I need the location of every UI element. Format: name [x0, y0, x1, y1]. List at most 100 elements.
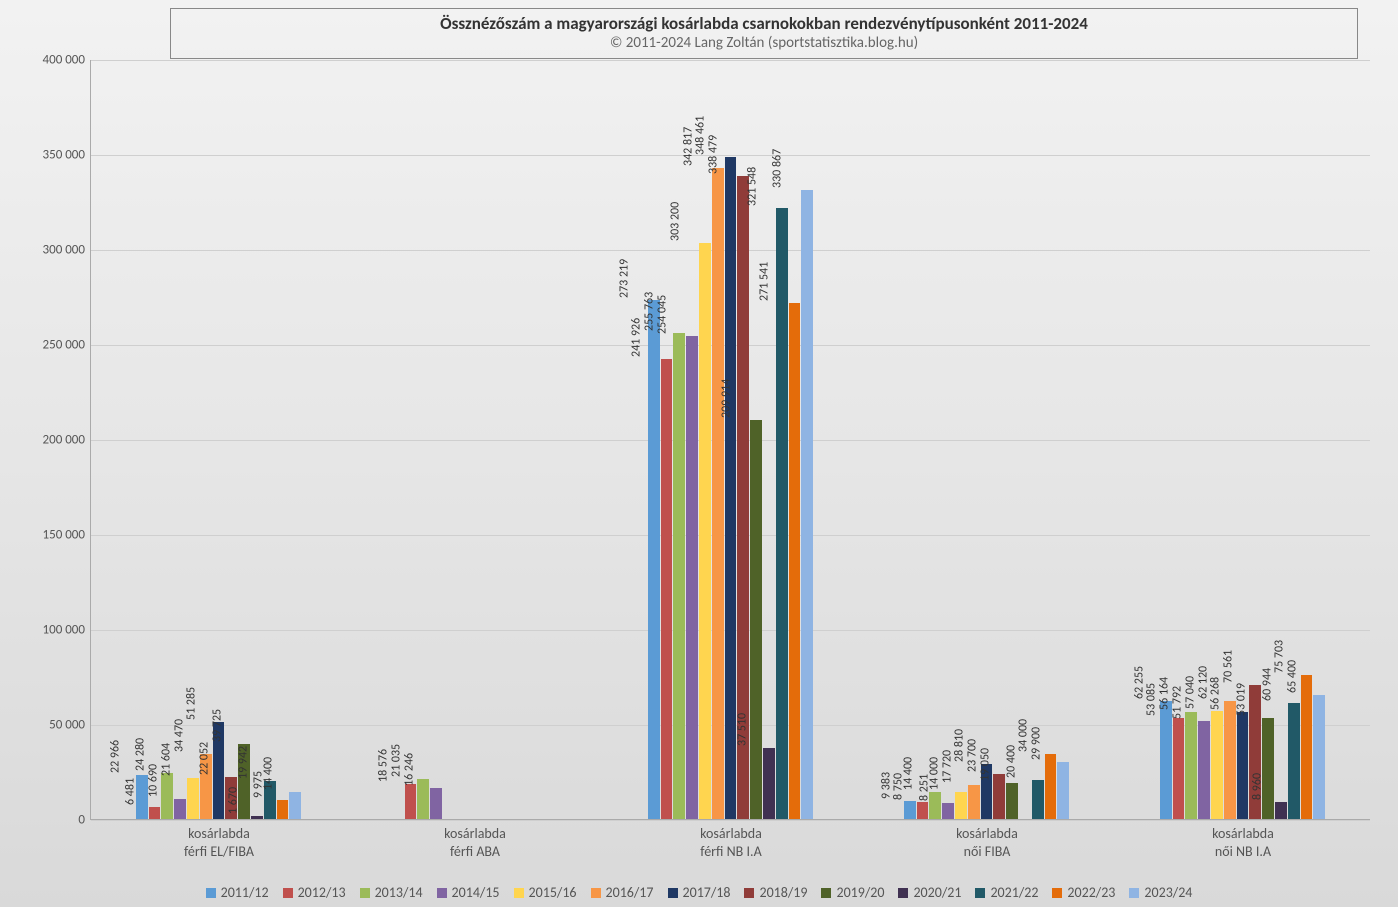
legend-swatch [898, 888, 908, 898]
bar: 21 604 [187, 778, 199, 819]
y-tick-label: 100 000 [43, 623, 91, 638]
bar: 9 975 [277, 800, 289, 819]
bar: 271 541 [789, 303, 801, 819]
bar: 21 035 [417, 779, 429, 819]
category-label: kosárlabda női FIBA [859, 819, 1115, 860]
bar: 75 703 [1301, 675, 1313, 819]
bar-value-label: 321 548 [745, 167, 761, 208]
bar: 8 750 [917, 802, 929, 819]
bar: 10 690 [174, 799, 186, 819]
bar: 254 045 [686, 336, 698, 819]
chart-title: Össznézőszám a magyarországi kosárlabda … [179, 13, 1349, 34]
bar: 321 548 [776, 208, 788, 819]
category-label: kosárlabda női NB I.A [1115, 819, 1371, 860]
legend-label: 2022/23 [1067, 884, 1115, 901]
bar-value-label: 330 867 [771, 149, 787, 190]
bar: 62 120 [1224, 701, 1236, 819]
legend-item: 2016/17 [591, 884, 654, 901]
bar: 29 900 [1057, 762, 1069, 819]
bar-value-label: 16 246 [403, 753, 419, 788]
legend-swatch [744, 888, 754, 898]
bar: 65 400 [1313, 695, 1325, 819]
legend-item: 2023/24 [1129, 884, 1192, 901]
legend-label: 2011/12 [221, 884, 269, 901]
category-label: kosárlabda férfi ABA [347, 819, 603, 860]
bar-value-label: 22 052 [198, 742, 214, 777]
legend-swatch [591, 888, 601, 898]
bar: 20 400 [1032, 780, 1044, 819]
bar-value-label: 14 400 [902, 757, 918, 792]
bar-value-label: 6 481 [124, 778, 140, 807]
y-tick-label: 400 000 [43, 53, 91, 68]
bar: 57 040 [1211, 711, 1223, 819]
chart-subtitle: © 2011-2024 Lang Zoltán (sportstatisztik… [179, 34, 1349, 52]
legend-label: 2019/20 [836, 884, 884, 901]
y-tick-label: 200 000 [43, 433, 91, 448]
legend-swatch [206, 888, 216, 898]
y-tick-label: 0 [78, 813, 91, 828]
legend-label: 2014/15 [452, 884, 500, 901]
bar: 56 268 [1237, 712, 1249, 819]
legend-item: 2019/20 [821, 884, 884, 901]
bar: 24 280 [161, 773, 173, 819]
legend-swatch [668, 888, 678, 898]
bar-value-label: 8 960 [1250, 773, 1266, 802]
category-label: kosárlabda férfi NB I.A [603, 819, 859, 860]
bar: 23 700 [993, 774, 1005, 819]
bar: 241 926 [661, 359, 673, 819]
category-label: kosárlabda férfi EL/FIBA [91, 819, 347, 860]
bar: 18 576 [405, 784, 417, 819]
legend-swatch [975, 888, 985, 898]
legend-swatch [283, 888, 293, 898]
bar-value-label: 39 725 [211, 708, 227, 743]
bar-value-label: 53 019 [1235, 683, 1251, 718]
bar-value-label: 303 200 [668, 202, 684, 243]
bar-value-label: 29 900 [1030, 727, 1046, 762]
legend-item: 2021/22 [975, 884, 1038, 901]
bar: 34 000 [1045, 754, 1057, 819]
bar: 8 251 [942, 803, 954, 819]
legend-label: 2015/16 [529, 884, 577, 901]
bar: 60 944 [1288, 703, 1300, 819]
legend-label: 2018/19 [759, 884, 807, 901]
bar: 255 763 [673, 333, 685, 819]
legend-label: 2023/24 [1144, 884, 1192, 901]
bar: 17 720 [968, 785, 980, 819]
legend-swatch [821, 888, 831, 898]
bar-value-label: 19 050 [979, 748, 995, 783]
bar: 1 670 [251, 816, 263, 819]
grid-line [91, 155, 1370, 156]
legend-swatch [1129, 888, 1139, 898]
bar-value-label: 209 914 [719, 379, 735, 420]
bar: 53 019 [1262, 718, 1274, 819]
y-tick-label: 350 000 [43, 148, 91, 163]
legend-label: 2017/18 [683, 884, 731, 901]
legend-label: 2012/13 [298, 884, 346, 901]
y-tick-label: 50 000 [49, 718, 91, 733]
bar: 19 050 [1006, 783, 1018, 819]
chart-container: Össznézőszám a magyarországi kosárlabda … [0, 0, 1398, 907]
bar: 303 200 [699, 243, 711, 819]
bar: 273 219 [648, 300, 660, 819]
bar-value-label: 51 285 [185, 686, 201, 721]
bar-value-label: 22 966 [108, 740, 124, 775]
legend-swatch [437, 888, 447, 898]
legend-item: 2017/18 [668, 884, 731, 901]
bar-value-label: 1 670 [226, 787, 242, 816]
y-tick-label: 300 000 [43, 243, 91, 258]
plot-area: 050 000100 000150 000200 000250 000300 0… [90, 60, 1370, 820]
bar-value-label: 37 510 [735, 713, 751, 748]
legend-swatch [514, 888, 524, 898]
legend-item: 2012/13 [283, 884, 346, 901]
legend-label: 2020/21 [913, 884, 961, 901]
bar: 56 164 [1185, 712, 1197, 819]
bar: 53 085 [1173, 718, 1185, 819]
bar: 51 792 [1198, 721, 1210, 819]
legend-item: 2013/14 [360, 884, 423, 901]
bar-value-label: 338 479 [707, 135, 723, 176]
legend-swatch [1052, 888, 1062, 898]
legend-swatch [360, 888, 370, 898]
legend-item: 2022/23 [1052, 884, 1115, 901]
bar: 16 246 [430, 788, 442, 819]
bar: 8 960 [1275, 802, 1287, 819]
